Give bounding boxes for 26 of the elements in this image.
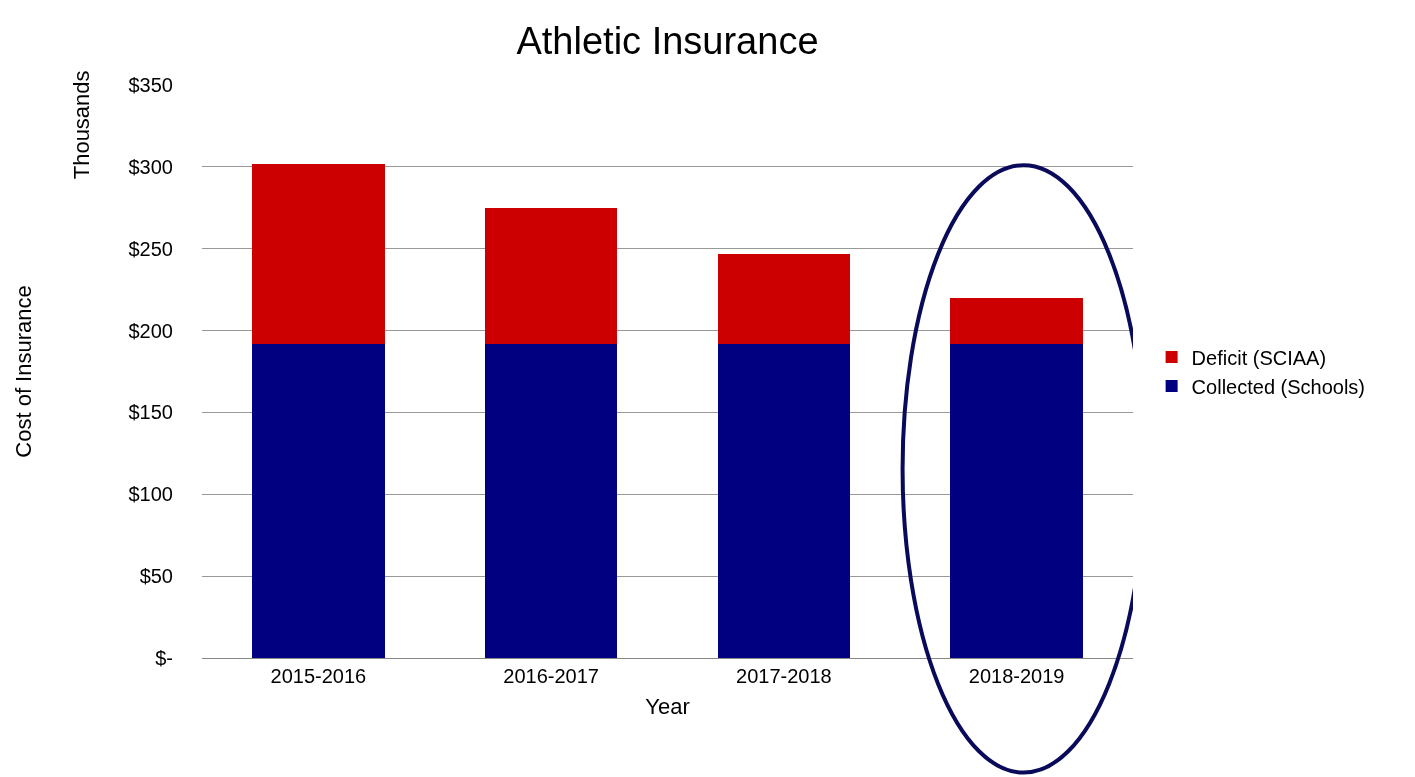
bar bbox=[252, 163, 385, 344]
legend-label: Deficit (SCIAA) bbox=[1191, 346, 1327, 369]
bar bbox=[484, 207, 618, 344]
text: Thousands bbox=[68, 70, 94, 180]
y-tick-label: $300 bbox=[128, 155, 173, 178]
bar bbox=[717, 253, 851, 344]
bar bbox=[950, 297, 1083, 344]
y-tick-label: $250 bbox=[128, 237, 173, 260]
y-tick-label: $- bbox=[155, 647, 173, 669]
y-tick-label: $50 bbox=[139, 565, 173, 588]
y-tick-label: $100 bbox=[128, 483, 173, 506]
x-tick-label: 2018-2019 bbox=[968, 665, 1065, 687]
legend-label: Collected (Schools) bbox=[1191, 375, 1366, 398]
bar bbox=[717, 343, 851, 658]
y-tick-label: $350 bbox=[128, 74, 173, 96]
bar bbox=[484, 343, 618, 658]
bar bbox=[252, 343, 385, 658]
x-tick-label: 2015-2016 bbox=[270, 665, 367, 687]
chart-title: Athletic Insurance bbox=[516, 19, 819, 62]
y-axis-title: Cost of Insurance bbox=[11, 285, 37, 458]
x-tick-label: 2017-2018 bbox=[736, 665, 832, 687]
bar bbox=[950, 343, 1083, 658]
x-tick-label: 2016-2017 bbox=[503, 665, 599, 687]
x-axis-title: Year bbox=[645, 693, 690, 719]
y-tick-label: $150 bbox=[128, 401, 173, 424]
y-tick-label: $200 bbox=[128, 319, 173, 342]
